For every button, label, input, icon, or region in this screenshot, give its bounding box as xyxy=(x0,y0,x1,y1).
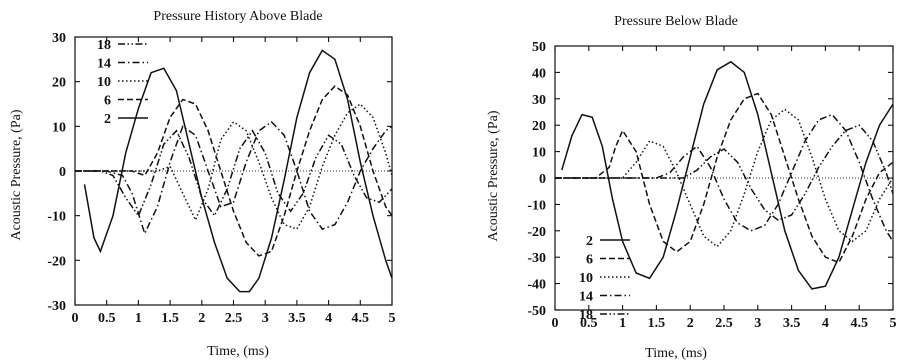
y-tick-label: -10 xyxy=(47,210,66,225)
chart-title: Pressure Below Blade xyxy=(614,14,738,29)
x-tick-label: 3.5 xyxy=(783,316,801,331)
x-tick-label: 1.5 xyxy=(161,311,179,326)
x-tick-label: 4.5 xyxy=(850,316,868,331)
y-tick-label: 0 xyxy=(59,165,66,180)
plot-frame xyxy=(554,45,894,311)
x-tick-label: 4 xyxy=(325,311,332,326)
legend: 2 6 10 14 18 xyxy=(579,234,630,323)
x-tick-label: 2.5 xyxy=(715,316,733,331)
x-tick-label: 3 xyxy=(262,311,269,326)
y-tick-label: -40 xyxy=(527,278,546,293)
y-axis-label: Acoustic Pressure, (Pa) xyxy=(9,109,24,240)
x-tick-label: 5 xyxy=(389,311,396,326)
series-line-10 xyxy=(75,103,393,231)
y-tick-label: 20 xyxy=(52,76,66,91)
series-line-6 xyxy=(555,92,894,264)
legend-label: 6 xyxy=(104,94,111,109)
legend-label: 14 xyxy=(97,57,111,72)
y-tick-label: -30 xyxy=(527,251,546,266)
chart-below-blade: Pressure Below Blade Time, (ms) Acoustic… xyxy=(486,14,897,360)
x-tick-label: 0 xyxy=(72,311,79,326)
legend: 18 14 10 6 2 xyxy=(97,38,148,127)
chart-title: Pressure History Above Blade xyxy=(153,9,322,24)
series-line-14 xyxy=(555,113,894,242)
axis-ticks: 0 0.5 1 1.5 2 2.5 3 3.5 4 4.5 5 30 20 10 0 -10 -20 -30 xyxy=(47,31,395,326)
series-line-14 xyxy=(75,120,393,236)
legend-label: 18 xyxy=(97,38,111,53)
x-tick-label: 0.5 xyxy=(580,316,598,331)
y-tick-label: 10 xyxy=(52,120,66,135)
y-axis-label: Acoustic Pressure, (Pa) xyxy=(486,110,501,241)
x-tick-label: 2 xyxy=(198,311,205,326)
series-line-18 xyxy=(555,124,894,222)
y-tick-label: 20 xyxy=(532,119,546,134)
x-tick-label: 3 xyxy=(754,316,761,331)
y-tick-label: -20 xyxy=(47,254,66,269)
x-tick-label: 0.5 xyxy=(98,311,116,326)
y-tick-label: 30 xyxy=(532,93,546,108)
legend-label: 14 xyxy=(579,290,593,305)
y-tick-label: -50 xyxy=(527,304,546,319)
x-axis-label: Time, (ms) xyxy=(645,346,707,360)
chart-above-blade: Pressure History Above Blade Time, (ms) … xyxy=(9,9,396,359)
series-line-18 xyxy=(75,129,393,218)
x-tick-label: 2 xyxy=(687,316,694,331)
x-tick-label: 3.5 xyxy=(288,311,306,326)
x-tick-label: 5 xyxy=(890,316,897,331)
legend-label: 6 xyxy=(586,253,593,268)
x-axis-label: Time, (ms) xyxy=(207,344,269,359)
x-tick-label: 1 xyxy=(619,316,626,331)
y-tick-label: 30 xyxy=(52,31,66,46)
x-tick-label: 1 xyxy=(135,311,142,326)
y-tick-label: 0 xyxy=(539,172,546,187)
plot-area xyxy=(554,45,894,311)
x-tick-label: 4 xyxy=(822,316,829,331)
y-tick-label: 10 xyxy=(532,146,546,161)
legend-label: 2 xyxy=(586,234,593,249)
x-tick-label: 1.5 xyxy=(648,316,666,331)
y-tick-label: 40 xyxy=(532,66,546,81)
legend-label: 18 xyxy=(579,308,593,323)
y-tick-label: -30 xyxy=(47,299,66,314)
x-tick-label: 2.5 xyxy=(225,311,243,326)
plot-area xyxy=(74,36,393,306)
series-line-2 xyxy=(83,49,393,293)
y-tick-label: -20 xyxy=(527,225,546,240)
series-line-10 xyxy=(555,108,894,248)
legend-label: 10 xyxy=(97,75,111,90)
y-tick-label: -10 xyxy=(527,198,546,213)
axis-ticks: 0 0.5 1 1.5 2 2.5 3 3.5 4 4.5 5 50 40 30 20 10 0 -10 -20 -3… xyxy=(527,40,896,331)
legend-label: 2 xyxy=(104,112,111,127)
y-tick-label: 50 xyxy=(532,40,546,55)
legend-label: 10 xyxy=(579,271,593,286)
plot-frame xyxy=(74,36,393,306)
series-line-6 xyxy=(75,85,393,257)
x-tick-label: 4.5 xyxy=(352,311,370,326)
x-tick-label: 0 xyxy=(552,316,559,331)
series-line-2 xyxy=(561,60,894,290)
